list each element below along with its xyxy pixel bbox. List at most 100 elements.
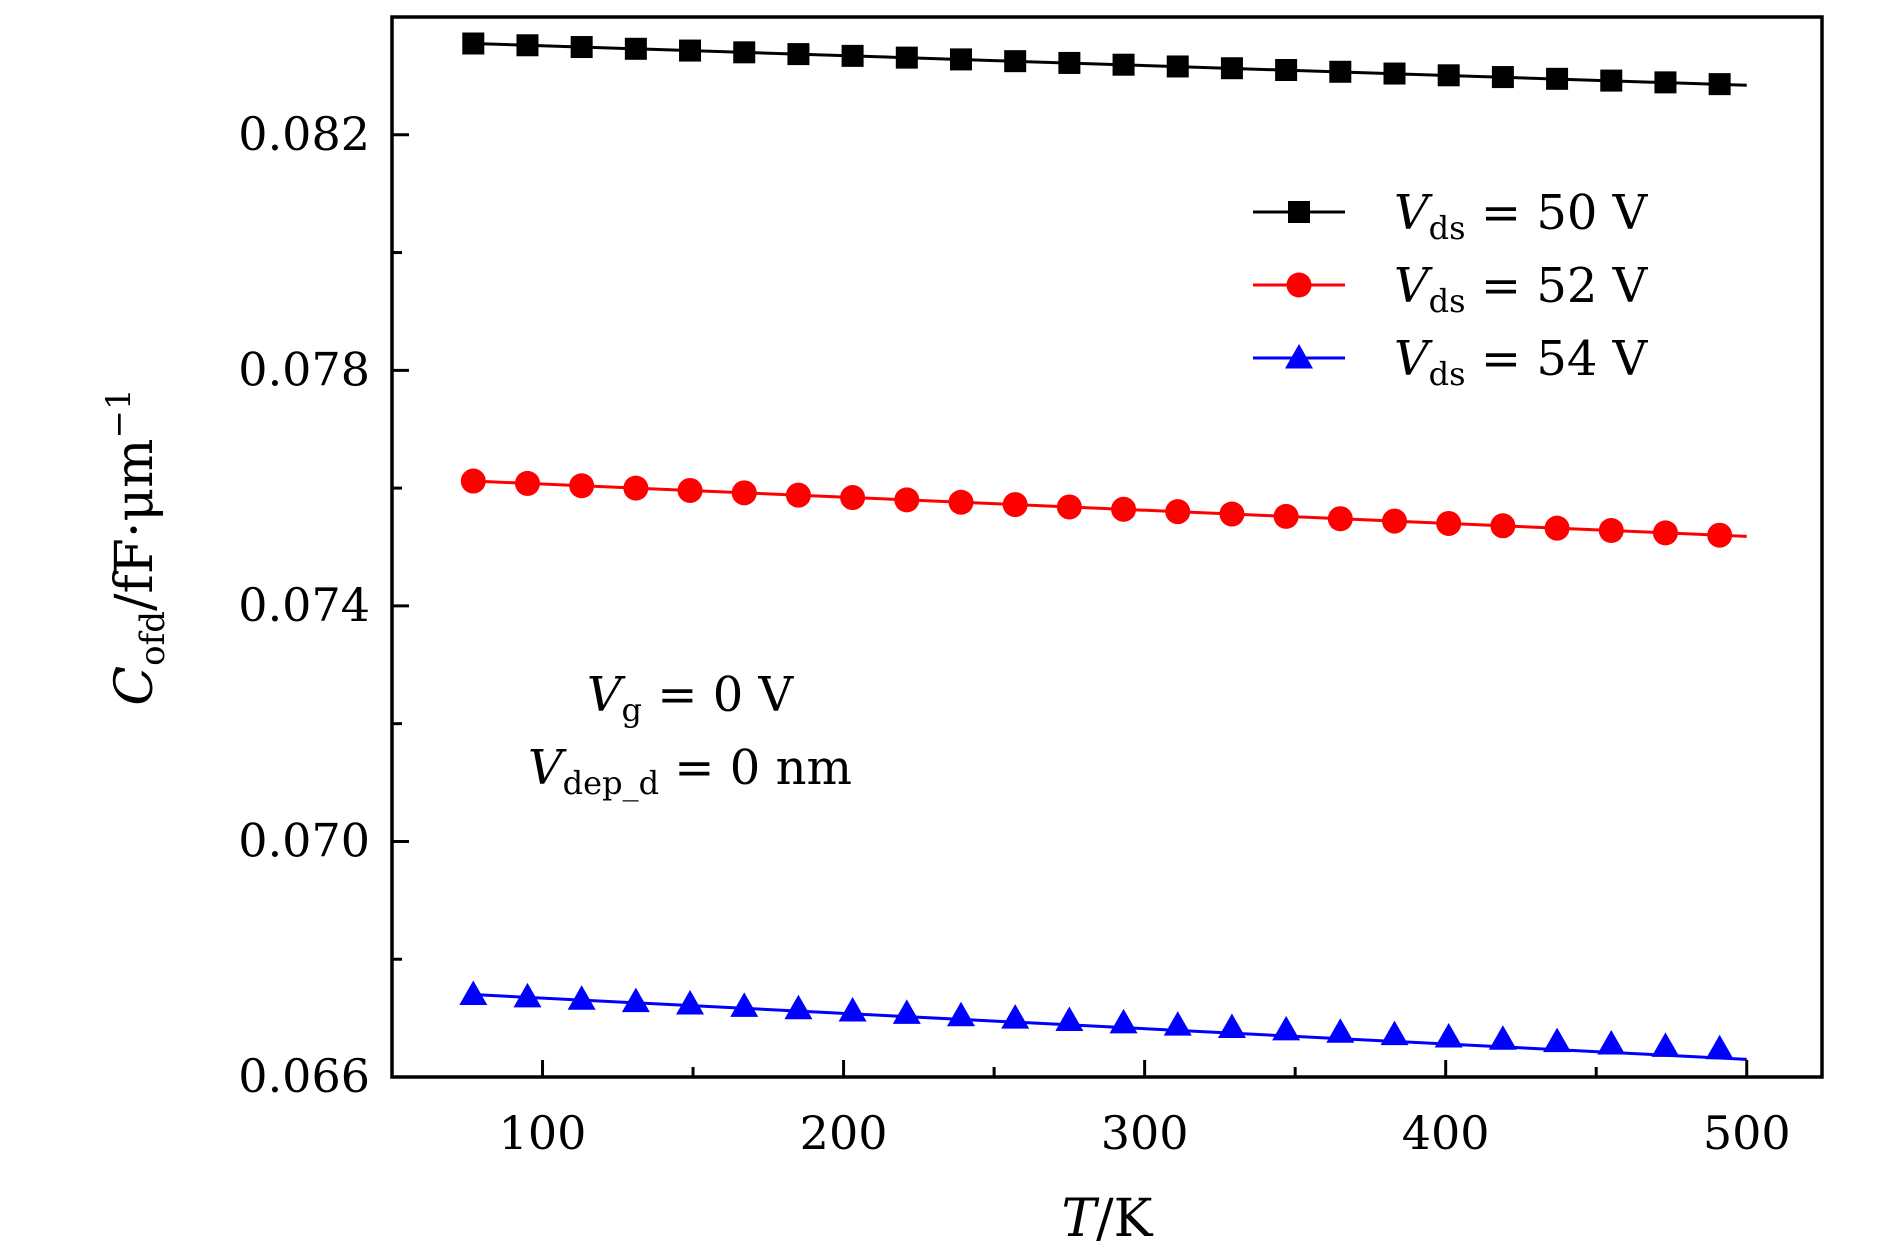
- y-tick-label-0-078: 0.078: [238, 342, 370, 396]
- series-54v-point: [1055, 1006, 1084, 1031]
- legend-label-50v-symbol: V: [1394, 185, 1433, 241]
- series-54v-point: [892, 999, 921, 1024]
- series-54v-point: [1217, 1013, 1246, 1039]
- series-54v-point: [1163, 1011, 1192, 1036]
- legend-label-52v-subscript: ds: [1429, 282, 1466, 320]
- x-tick-label-500: 500: [1703, 1106, 1791, 1160]
- legend-label-54v-subscript: ds: [1429, 355, 1466, 393]
- legend-label-52v-value: = 52 V: [1466, 258, 1649, 314]
- series-54v-point: [730, 992, 759, 1017]
- series-52v-point: [840, 485, 866, 511]
- series-52v-point: [1707, 522, 1733, 548]
- legend-label-54v-value: = 54 V: [1466, 331, 1649, 387]
- series-50v-point: [949, 48, 972, 71]
- series-52v-point: [1382, 508, 1408, 534]
- annotation-depletion-subscript: dep_d: [563, 764, 659, 802]
- series-52v-point: [894, 487, 920, 513]
- series-52v-point: [785, 482, 811, 508]
- series-52v-point: [1111, 496, 1137, 522]
- series-50v: [462, 32, 1747, 96]
- x-tick-label-400: 400: [1402, 1106, 1490, 1160]
- plot-frame: [390, 15, 1824, 1079]
- annotation-depletion-value: = 0 nm: [659, 740, 852, 796]
- series-50v-point: [1654, 71, 1677, 94]
- legend-swatch-50v: [1253, 201, 1345, 223]
- series-54v-point: [1434, 1022, 1463, 1048]
- series-50v-point: [679, 39, 702, 62]
- series-54v-point: [459, 980, 488, 1006]
- legend-marker-52v: [1286, 272, 1312, 298]
- legend-marker-50v: [1288, 201, 1310, 223]
- legend-label-50v-subscript: ds: [1429, 209, 1466, 247]
- x-tick-label-200: 200: [800, 1106, 888, 1160]
- annotation-gate-voltage: Vg = 0 V: [587, 667, 795, 729]
- series-50v-point: [1004, 50, 1027, 73]
- series-52v-point: [948, 489, 974, 515]
- series-52v-point: [623, 475, 649, 501]
- series-50v-point: [787, 43, 810, 66]
- x-tick-label-100: 100: [499, 1106, 587, 1160]
- y-axis-title-symbol: C: [105, 666, 165, 706]
- series-52v: [460, 468, 1747, 548]
- series-52v-point: [1327, 506, 1353, 532]
- legend-entry-54v: Vds = 54 V: [1253, 331, 1649, 393]
- legend-entry-52v: Vds = 52 V: [1253, 258, 1649, 320]
- series-50v-point: [1708, 73, 1731, 96]
- legend-entry-50v: Vds = 50 V: [1253, 185, 1649, 247]
- series-50v-point: [1220, 57, 1243, 80]
- series-52v-point: [569, 473, 595, 499]
- series-50v-point: [1112, 53, 1135, 76]
- series-54v-point: [1597, 1030, 1626, 1055]
- series-50v-point: [1329, 60, 1352, 83]
- series-50v-point: [1166, 55, 1189, 78]
- legend-label-52v-symbol: V: [1394, 258, 1433, 314]
- series-50v-point: [1600, 69, 1623, 92]
- series-52v-point: [460, 468, 486, 494]
- series-54v-point: [567, 985, 596, 1010]
- series-52v-point: [1219, 501, 1245, 527]
- x-axis-title-unit: /K: [1096, 1189, 1154, 1249]
- series-54v-point: [513, 982, 542, 1008]
- series-52v-point: [1544, 515, 1570, 541]
- y-axis-title: Cofd/fF·μm−1: [99, 388, 173, 705]
- series-52v-point: [1002, 492, 1028, 518]
- series-50v-point: [1546, 67, 1569, 90]
- series-52v-point: [1598, 518, 1624, 544]
- series-54v-point: [946, 1001, 975, 1027]
- series-50v-point: [733, 41, 756, 64]
- series-54v: [459, 980, 1747, 1061]
- series-52v-point: [1490, 513, 1516, 539]
- series-54v-point: [1651, 1032, 1680, 1057]
- series-52v-point: [677, 477, 703, 503]
- annotation-depletion-symbol: V: [528, 740, 567, 796]
- series-50v-point: [1383, 62, 1406, 85]
- series-54v-point: [784, 994, 813, 1020]
- series-52v-point: [1273, 503, 1299, 529]
- series-50v-point: [624, 37, 647, 60]
- x-tick-label-300: 300: [1101, 1106, 1189, 1160]
- annotation-gate-voltage-subscript: g: [621, 691, 641, 729]
- series-52v-point: [731, 480, 757, 506]
- legend-label-50v: Vds = 50 V: [1394, 185, 1649, 247]
- series-54v-point: [1109, 1008, 1138, 1034]
- legend-label-52v: Vds = 52 V: [1394, 258, 1649, 320]
- ticks-layer: 100 200 300 400 500 0.066 0.070 0.074 0.078 0.082: [238, 15, 1791, 1160]
- legend: Vds = 50 V Vds = 52 V Vds = 54 V: [1253, 185, 1649, 393]
- series-50v-point: [1491, 66, 1514, 89]
- series-54v-point: [676, 989, 705, 1015]
- annotation-gate-voltage-value: = 0 V: [642, 667, 795, 723]
- series-layer: [459, 32, 1747, 1061]
- series-50v-point: [895, 46, 918, 69]
- series-54v-point: [621, 987, 650, 1013]
- series-50v-point: [462, 32, 485, 55]
- legend-marker-54v: [1285, 344, 1313, 369]
- condition-annotation: Vg = 0 V Vdep_d = 0 nm: [528, 667, 852, 802]
- series-52v-point: [1165, 499, 1191, 525]
- series-54v-point: [1705, 1034, 1734, 1060]
- series-52v-point: [1652, 520, 1678, 546]
- series-50v-point: [1275, 59, 1298, 81]
- series-52v-point: [1436, 510, 1462, 536]
- legend-label-54v-symbol: V: [1394, 331, 1433, 387]
